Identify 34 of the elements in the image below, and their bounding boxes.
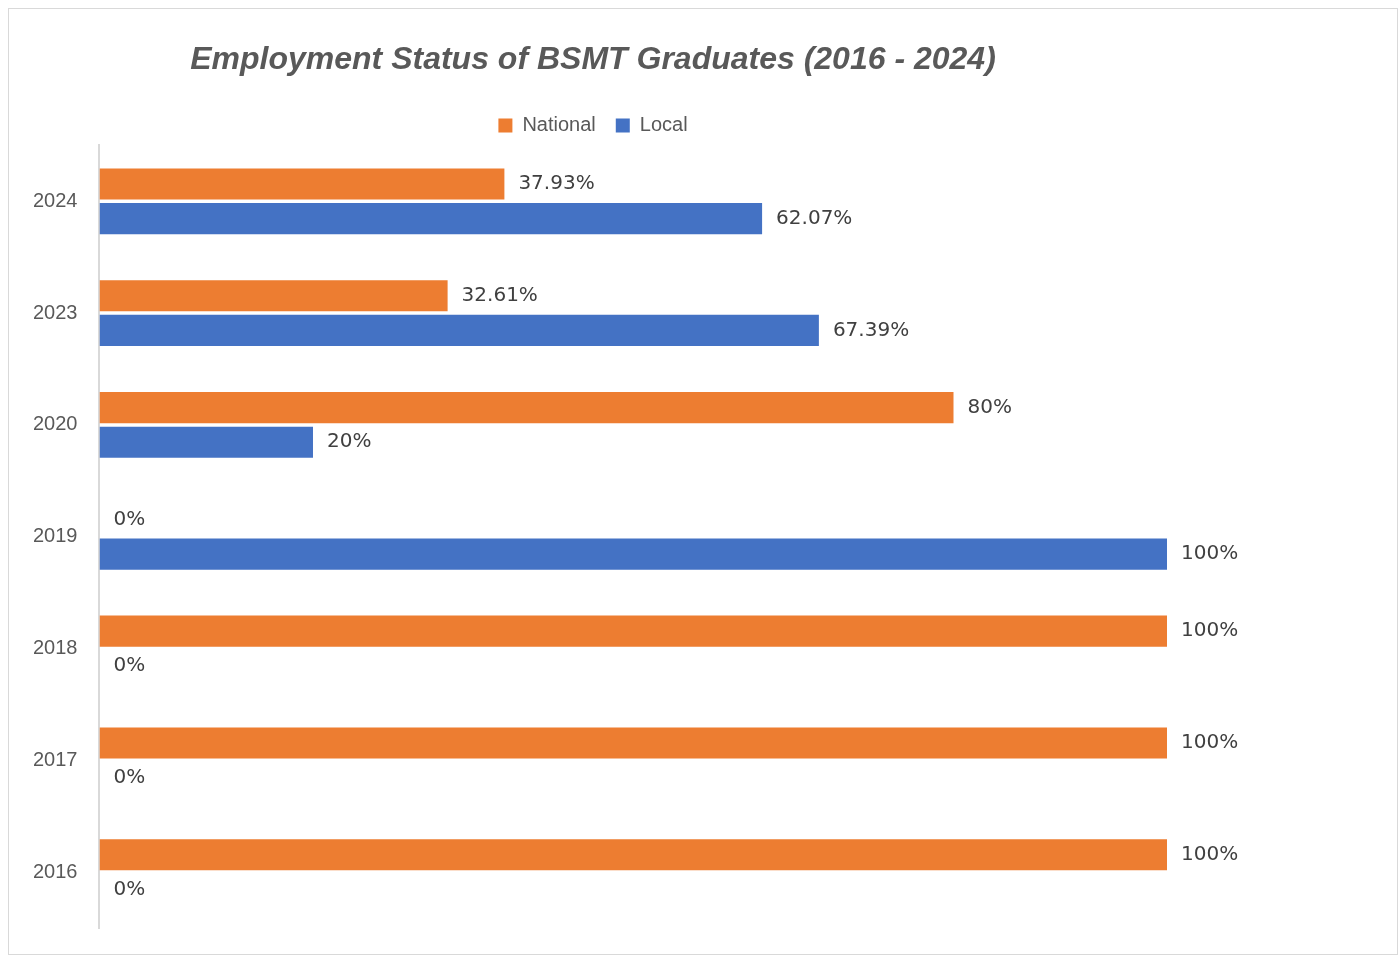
y-tick-label: 2017 (32, 747, 78, 770)
y-tick-label: 2020 (32, 412, 78, 435)
y-tick-label: 2023 (32, 300, 78, 323)
bar (99, 280, 448, 312)
bar (99, 314, 819, 347)
data-label: 62.07% (776, 204, 853, 229)
data-label: 0% (113, 875, 146, 900)
data-label: 100% (1181, 540, 1239, 565)
bar (99, 615, 1167, 647)
bar (99, 203, 763, 235)
bar (99, 168, 505, 200)
bar (99, 538, 1167, 570)
data-label: 67.39% (832, 316, 910, 341)
y-tick-label: 2024 (32, 188, 78, 211)
legend-label: Local (639, 112, 688, 135)
data-label: 0% (113, 652, 146, 677)
data-label: 37.93% (518, 170, 595, 195)
bar (99, 391, 954, 424)
data-label: 0% (113, 505, 146, 530)
y-tick-label: 2019 (32, 524, 78, 547)
data-label: 0% (113, 763, 146, 788)
chart-title: Employment Status of BSMT Graduates (2016 - 2024) (190, 40, 996, 77)
data-label: 100% (1181, 617, 1239, 642)
bar (99, 426, 313, 458)
data-label: 32.61% (461, 281, 538, 306)
data-label: 100% (1181, 729, 1239, 754)
data-label: 100% (1181, 840, 1239, 865)
legend-label: National (522, 112, 596, 135)
data-label: 20% (326, 428, 372, 453)
bar (99, 727, 1167, 759)
bar (99, 839, 1167, 871)
y-tick-label: 2016 (32, 859, 78, 882)
y-tick-label: 2018 (32, 636, 78, 659)
data-label: 80% (967, 393, 1012, 418)
